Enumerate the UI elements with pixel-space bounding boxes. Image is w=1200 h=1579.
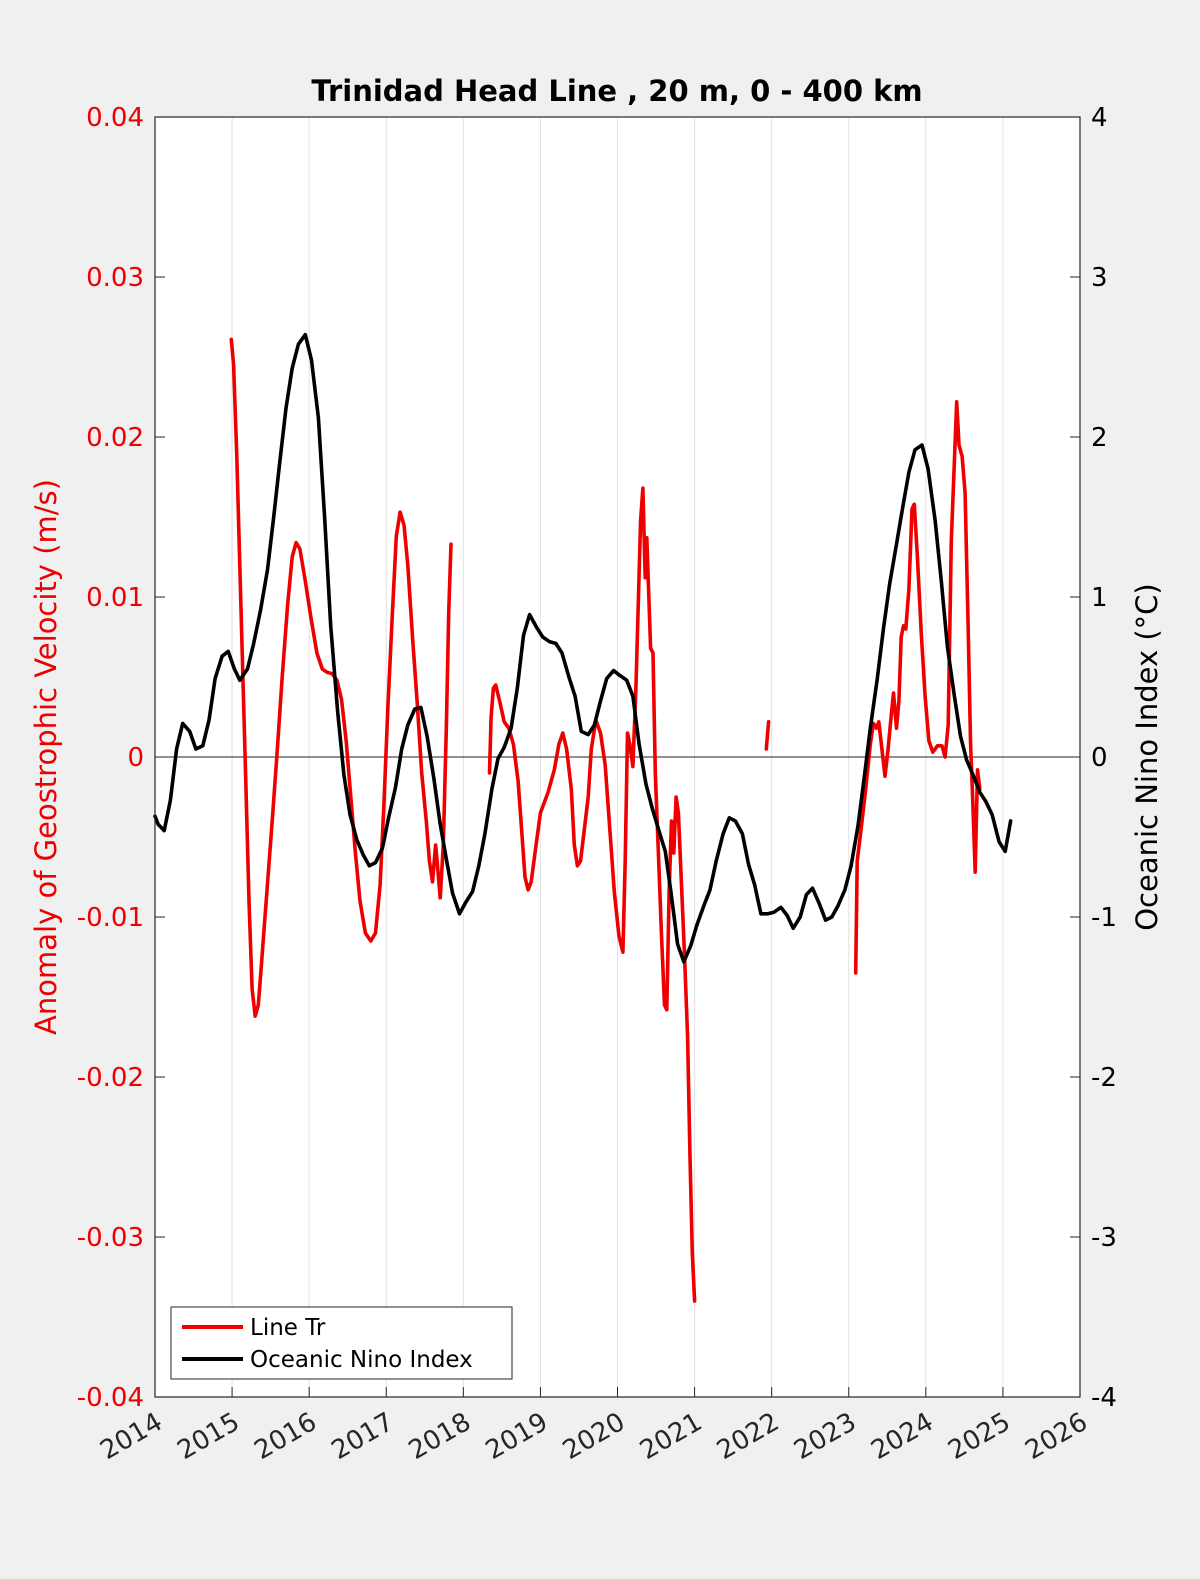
series-line-line-tr — [853, 399, 982, 975]
series-line-oni — [153, 332, 1013, 964]
x-tick-label: 2018 — [404, 1407, 476, 1466]
y-tick-label-left: 0.03 — [86, 263, 144, 293]
y-tick-label-right: 1 — [1091, 583, 1108, 613]
x-tick-label: 2014 — [95, 1407, 167, 1466]
legend-label-oni: Oceanic Nino Index — [250, 1347, 473, 1373]
y-tick-label-left: 0 — [127, 743, 144, 773]
y-tick-label-left: 0.01 — [86, 583, 144, 613]
series-layer — [153, 332, 1013, 1303]
legend-box — [170, 1306, 513, 1380]
series-line-line-tr — [229, 337, 453, 1019]
y-axis-right: -4 -3 -2 -1 0 1 2 3 4 — [1070, 103, 1117, 1413]
y-axis-left: -0.04 -0.03 -0.02 -0.01 0 0.01 0.02 0.03 0.04 — [77, 103, 165, 1413]
x-tick-label: 2024 — [866, 1407, 938, 1466]
y-tick-label-left: 0.02 — [86, 423, 144, 453]
x-tick-label: 2016 — [250, 1407, 322, 1466]
x-tick-label: 2021 — [635, 1407, 707, 1466]
x-tick-label: 2025 — [943, 1407, 1015, 1466]
chart-title: Trinidad Head Line , 20 m, 0 - 400 km — [311, 74, 922, 108]
x-tick-label: 2020 — [558, 1407, 630, 1466]
y-tick-label-right: 2 — [1091, 423, 1108, 453]
y-tick-label-left: -0.04 — [77, 1383, 144, 1413]
x-tick-label: 2023 — [789, 1407, 861, 1466]
x-axis: 2014 2015 2016 2017 2018 2019 2020 2021 2022 2023… — [95, 1387, 1093, 1466]
y-tick-label-right: 3 — [1091, 263, 1108, 293]
y-tick-label-right: 4 — [1091, 103, 1108, 133]
x-tick-label: 2022 — [712, 1407, 784, 1466]
series-line-line-tr — [764, 719, 771, 751]
x-tick-label: 2019 — [481, 1407, 553, 1466]
x-tick-label: 2026 — [1020, 1407, 1092, 1466]
legend: Line Tr Oceanic Nino Index — [170, 1306, 513, 1380]
y-tick-label-left: -0.02 — [77, 1063, 144, 1093]
y-tick-label-right: -1 — [1091, 903, 1117, 933]
y-tick-label-right: 0 — [1091, 743, 1108, 773]
y-tick-label-right: -4 — [1091, 1383, 1117, 1413]
y-tick-label-left: -0.01 — [77, 903, 144, 933]
legend-label-line-tr: Line Tr — [250, 1315, 326, 1341]
x-tick-label: 2017 — [327, 1407, 399, 1466]
y-axis-left-label: Anomaly of Geostrophic Velocity (m/s) — [29, 479, 63, 1035]
y-tick-label-right: -3 — [1091, 1223, 1117, 1253]
x-tick-label: 2015 — [172, 1407, 244, 1466]
y-tick-label-left: -0.03 — [77, 1223, 144, 1253]
y-axis-right-label: Oceanic Nino Index (°C) — [1130, 583, 1164, 931]
y-tick-label-right: -2 — [1091, 1063, 1117, 1093]
series-line-line-tr — [487, 486, 697, 1303]
y-tick-label-left: 0.04 — [86, 103, 144, 133]
